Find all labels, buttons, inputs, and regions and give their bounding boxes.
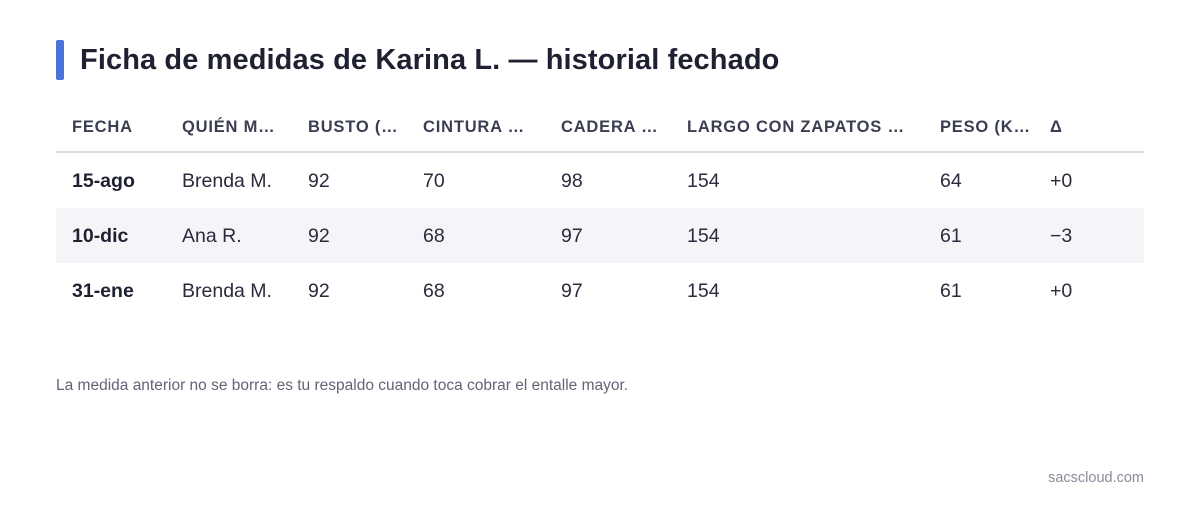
- cell-largo: 154: [687, 280, 720, 302]
- col-header-cadera[interactable]: CADERA …: [545, 104, 671, 153]
- measurements-table: FECHA QUIÉN M… BUSTO (… CINTURA … CADERA…: [56, 104, 1144, 318]
- cell-peso: 64: [940, 170, 962, 192]
- cell-delta: +0: [1050, 280, 1073, 302]
- table-row: 10-dic Ana R. 92 68 97 154 61 −3: [56, 208, 1144, 263]
- cell-delta: +0: [1050, 170, 1073, 192]
- col-header-cintura[interactable]: CINTURA …: [407, 104, 545, 153]
- cell-cadera: 97: [561, 280, 583, 302]
- cell-cadera: 98: [561, 170, 583, 192]
- cell-largo: 154: [687, 170, 720, 192]
- col-header-peso[interactable]: PESO (K…: [924, 104, 1034, 153]
- cell-largo: 154: [671, 208, 924, 263]
- cell-cintura: 68: [407, 208, 545, 263]
- cell-quien-midio: Brenda M.: [182, 280, 272, 302]
- cell-quien-midio: Ana R.: [166, 208, 292, 263]
- title-block: Ficha de medidas de Karina L. — historia…: [56, 40, 779, 80]
- col-header-busto[interactable]: BUSTO (…: [292, 104, 407, 153]
- col-header-fecha[interactable]: FECHA: [56, 104, 166, 153]
- footnote: La medida anterior no se borra: es tu re…: [56, 377, 629, 394]
- cell-cintura: 68: [423, 280, 445, 302]
- cell-busto: 92: [308, 170, 330, 192]
- page-title: Ficha de medidas de Karina L. — historia…: [80, 43, 780, 76]
- cell-peso: 61: [924, 208, 1034, 263]
- cell-fecha: 31-ene: [72, 280, 134, 302]
- cell-peso: 61: [940, 280, 962, 302]
- footer-brand[interactable]: sacscloud.com: [1048, 470, 1144, 486]
- table-row: 15-ago Brenda M. 92 70 98 154 64 +0: [56, 152, 1144, 208]
- table-header-row: FECHA QUIÉN M… BUSTO (… CINTURA … CADERA…: [56, 104, 1144, 153]
- cell-cadera: 97: [545, 208, 671, 263]
- col-header-largo-con-zapatos[interactable]: LARGO CON ZAPATOS …: [671, 104, 924, 153]
- cell-busto: 92: [292, 208, 407, 263]
- cell-cintura: 70: [423, 170, 445, 192]
- col-header-delta[interactable]: Δ: [1034, 104, 1144, 153]
- cell-busto: 92: [308, 280, 330, 302]
- cell-fecha: 15-ago: [72, 170, 135, 192]
- col-header-quien-midio[interactable]: QUIÉN M…: [166, 104, 292, 153]
- title-accent-bar: [56, 40, 64, 80]
- cell-delta: −3: [1034, 208, 1144, 263]
- cell-quien-midio: Brenda M.: [182, 170, 272, 192]
- table-row: 31-ene Brenda M. 92 68 97 154 61 +0: [56, 263, 1144, 318]
- cell-fecha: 10-dic: [56, 208, 166, 263]
